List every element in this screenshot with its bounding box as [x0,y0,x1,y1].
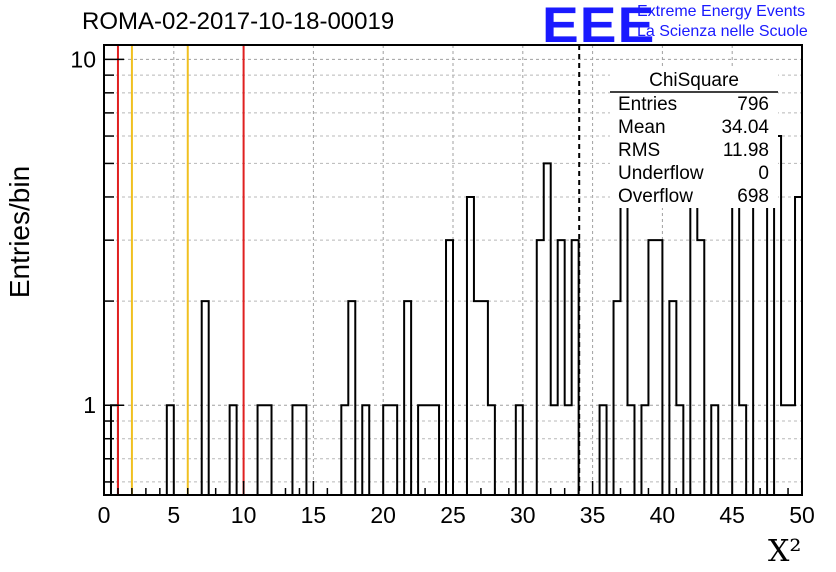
x-tick-label: 5 [167,502,180,528]
stats-value: 11.98 [723,140,769,161]
histogram-bin [572,240,579,495]
x-tick-label: 20 [370,502,396,528]
stats-value: 698 [737,186,769,207]
histogram-bin [648,240,655,495]
histogram-bin [537,240,544,495]
logo-line-1: Extreme Energy Events [637,3,806,20]
histogram-bin [467,197,474,495]
histogram-bin [795,197,802,495]
x-tick-label: 25 [440,502,466,528]
histogram-bin [669,301,676,495]
histogram-bin [753,163,760,495]
histogram-bin [558,240,565,495]
x-tick-label: 0 [98,502,111,528]
histogram-bin [760,197,767,495]
y-tick-label: 1 [83,392,96,418]
histogram-bin [544,163,551,495]
x-tick-label: 40 [650,502,676,528]
y-tick-label: 10 [70,46,96,72]
stats-label: Overflow [618,186,693,207]
x-tick-label: 30 [510,502,536,528]
histogram-bin [614,301,621,495]
vertical-lines-layer [116,45,581,495]
histogram-bin [690,197,697,495]
histogram-bin [474,301,481,495]
stats-value: 796 [737,94,769,115]
stats-value: 34.04 [721,117,769,138]
histogram-bin [697,240,704,495]
stats-label: RMS [618,140,660,161]
stats-value: 0 [758,163,769,184]
stats-label: Entries [618,94,677,115]
x-axis-label: X² [768,534,802,569]
histogram-bin [732,163,739,495]
histogram-bin [202,301,209,495]
stats-label: Underflow [618,163,704,184]
stats-box: ChiSquare Entries 796 Mean 34.04 RMS 11.98 Unde… [610,68,778,208]
x-tick-label: 10 [231,502,257,528]
chart-title: ROMA-02-2017-10-18-00019 [82,8,395,35]
histogram-bin [446,240,453,495]
histogram-bin [404,301,411,495]
x-tick-label: 15 [301,502,327,528]
x-tick-label: 45 [719,502,745,528]
stats-title: ChiSquare [649,70,739,91]
axis-layer: 0 5 10 15 20 25 30 35 40 45 50 1 10 [70,46,814,528]
logo-line-2: La Scienza nelle Scuole [637,23,808,40]
x-tick-label: 50 [789,502,815,528]
histogram-bin [481,301,488,495]
x-tick-label: 35 [580,502,606,528]
stats-label: Mean [618,117,666,138]
histogram-bin [655,240,662,495]
histogram-bin [348,301,355,495]
